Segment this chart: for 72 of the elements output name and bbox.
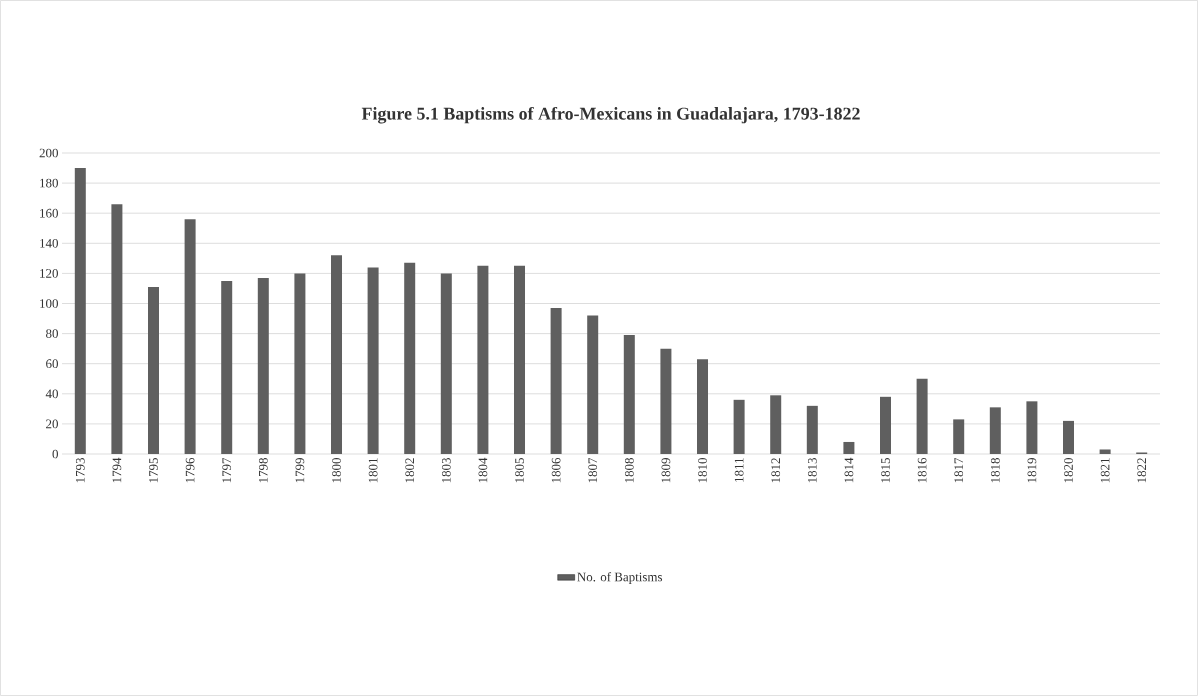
x-tick-label: 1800 [332, 458, 341, 483]
x-tick-label: 1807 [588, 457, 598, 483]
bar [257, 277, 269, 454]
bar [367, 267, 379, 454]
bar [148, 286, 159, 454]
bar [623, 335, 635, 454]
y-tick-label: 0 [52, 449, 58, 459]
bar [1099, 449, 1111, 454]
bar [550, 308, 562, 454]
x-tick-label: 1818 [990, 458, 1000, 483]
bar [477, 265, 489, 454]
x-tick-label: 1796 [185, 457, 195, 483]
bar [843, 441, 855, 454]
x-tick-label: 1820 [1064, 458, 1073, 483]
y-tick-label: 180 [40, 178, 58, 188]
bar [440, 273, 452, 454]
bar [74, 168, 86, 454]
y-tick-label: 60 [46, 359, 58, 369]
y-tick-label: 80 [46, 329, 58, 338]
x-tick-label: 1810 [698, 458, 707, 483]
x-tick-label: 1802 [405, 458, 415, 483]
bar [184, 219, 196, 454]
x-tick-label: 1798 [258, 458, 268, 483]
y-tick-label: 120 [40, 269, 58, 278]
x-tick-label: 1803 [441, 458, 451, 483]
bar [331, 255, 342, 454]
bar [111, 204, 123, 454]
x-tick-label: 1821 [1100, 458, 1110, 483]
x-tick-label: 1793 [75, 458, 85, 483]
y-tick-label: 140 [40, 238, 58, 248]
x-tick-label: 1822 [1137, 458, 1147, 483]
x-tick-label: 1799 [295, 458, 305, 483]
x-tick-label: 1819 [1027, 458, 1037, 483]
x-tick-label: 1813 [807, 458, 817, 483]
y-tick-label: 160 [40, 208, 58, 218]
chart-title: Figure 5.1 Baptisms of Afro-Mexicans in Guadalajara, 1793-1822 [361, 106, 860, 124]
bar [916, 378, 928, 454]
bar [660, 348, 672, 454]
x-tick-label: 1794 [112, 457, 122, 483]
y-tick-label: 40 [45, 389, 58, 399]
bar [806, 405, 818, 454]
bar [1026, 401, 1038, 454]
y-tick-label: 100 [40, 299, 58, 308]
bar [770, 395, 782, 454]
x-tick-label: 1805 [515, 458, 524, 483]
bar [514, 265, 525, 454]
x-tick-label: 1806 [551, 457, 561, 483]
x-tick-label: 1809 [661, 458, 671, 483]
x-tick-label: 1816 [917, 457, 927, 483]
bar [1063, 420, 1075, 454]
x-tick-label: 1801 [368, 458, 378, 483]
x-tick-label: 1815 [881, 458, 890, 483]
y-tick-label: 20 [46, 419, 58, 429]
x-tick-label: 1808 [624, 458, 634, 483]
legend-label: No. of Baptisms [577, 572, 663, 584]
x-tick-label: 1804 [478, 457, 488, 483]
bar [404, 262, 416, 454]
x-tick-label: 1814 [844, 457, 854, 483]
bar [953, 419, 965, 454]
bar [880, 396, 892, 454]
x-tick-label: 1812 [771, 458, 781, 483]
y-tick-label: 200 [39, 148, 58, 158]
x-tick-label: 1797 [222, 457, 232, 483]
x-tick-label: 1811 [734, 458, 744, 482]
bar [221, 280, 233, 454]
bar [697, 359, 708, 454]
bar [989, 407, 1001, 454]
x-tick-label: 1795 [149, 458, 158, 483]
bar [294, 273, 306, 454]
bar [587, 315, 599, 454]
bar [733, 399, 745, 454]
x-tick-label: 1817 [954, 457, 964, 483]
